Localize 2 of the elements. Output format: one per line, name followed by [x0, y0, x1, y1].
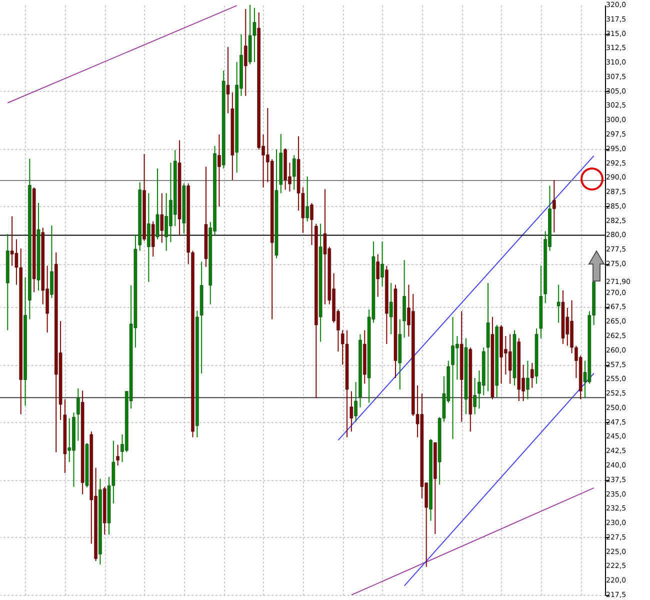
- candlestick: [350, 390, 354, 432]
- candlestick: [116, 444, 120, 466]
